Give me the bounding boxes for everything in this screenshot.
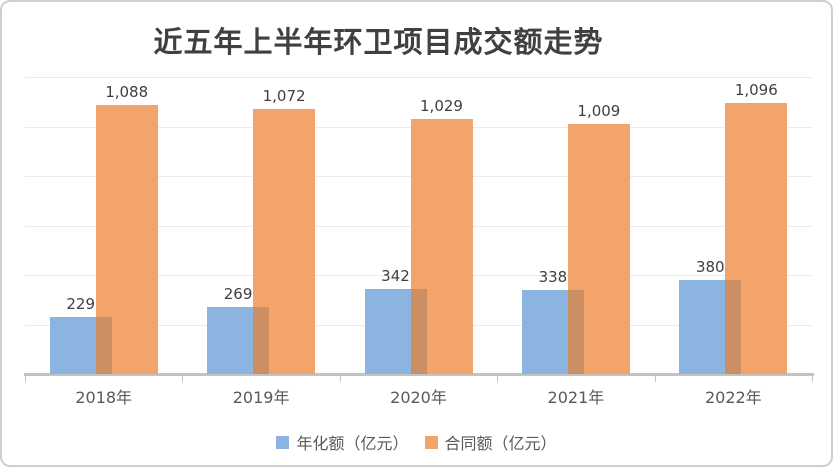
bar-label-contract-2019: 1,072 [262, 86, 306, 105]
bar-label-contract-2021: 1,009 [577, 102, 621, 121]
gridline [25, 77, 812, 78]
legend-swatch-annualized-icon [276, 435, 290, 449]
bar-overlap-2022 [725, 279, 742, 374]
bar-label-annualized-2020: 342 [381, 267, 410, 286]
x-axis-tick [812, 376, 813, 382]
x-axis-label-2021: 2021年 [547, 388, 605, 407]
x-axis-labels: 2018年 2019年 2020年 2021年 2022年 [25, 384, 812, 408]
x-axis-label-2020: 2020年 [390, 388, 447, 407]
bar-label-contract-2022: 1,096 [734, 80, 778, 99]
legend-swatch-contract-icon [424, 435, 438, 449]
bar-label-annualized-2019: 269 [223, 285, 253, 304]
legend-item-contract: 合同额（亿元） [424, 430, 557, 454]
bar-label-annualized-2021: 338 [538, 268, 568, 287]
x-axis-line [24, 373, 814, 376]
x-axis-tick [339, 376, 341, 382]
legend-label-contract: 合同额（亿元） [444, 434, 557, 453]
legend-label-annualized: 年化额（亿元） [296, 434, 409, 453]
x-axis-tick [654, 376, 656, 382]
plot-area: 229 1,088 269 1,072 342 1,029 338 1,009 380 1,096 [25, 77, 812, 374]
chart-title: 近五年上半年环卫项目成交额走势 [153, 25, 604, 59]
bar-overlap-2020 [410, 289, 427, 374]
bar-overlap-2018 [95, 317, 112, 374]
legend: 年化额（亿元） 合同额（亿元） [2, 430, 831, 454]
x-axis-tick [497, 376, 499, 382]
bar-label-contract-2018: 1,088 [105, 82, 149, 101]
x-axis-label-2019: 2019年 [232, 388, 290, 407]
bar-label-contract-2020: 1,029 [420, 97, 463, 116]
x-axis-tick [182, 376, 184, 382]
bar-overlap-2021 [567, 290, 584, 374]
x-axis-label-2022: 2022年 [704, 388, 762, 407]
x-axis-label-2018: 2018年 [75, 388, 133, 407]
legend-item-annualized: 年化额（亿元） [276, 430, 409, 454]
bar-label-annualized-2018: 229 [66, 295, 95, 314]
bar-overlap-2019 [253, 307, 270, 374]
bar-label-annualized-2022: 380 [695, 257, 725, 276]
x-axis-tick [25, 376, 26, 382]
